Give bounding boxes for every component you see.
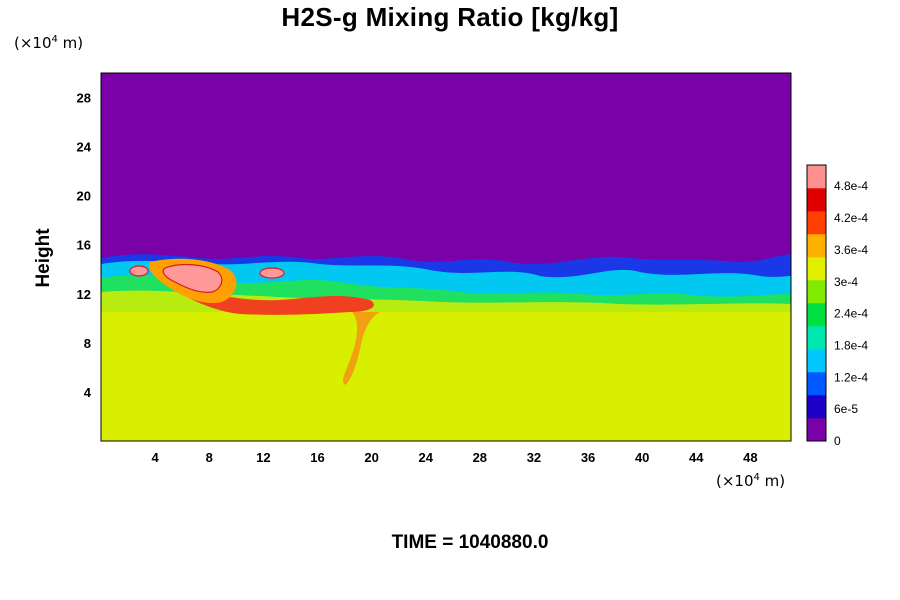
colorbar-label: 0 <box>834 434 841 448</box>
colorbar-frame <box>806 164 827 442</box>
colorbar-block <box>807 326 826 350</box>
colorbar-label: 3.6e-4 <box>834 243 868 257</box>
y-axis-unit: (×104 m) <box>14 34 84 52</box>
y-tick-label: 8 <box>84 336 91 351</box>
pink-blob-left <box>129 265 149 277</box>
x-ticks: 4 8 12 16 20 24 28 32 36 40 44 48 <box>152 450 758 465</box>
colorbar-label: 3e-4 <box>834 275 858 289</box>
colorbar-block <box>807 395 826 419</box>
x-tick-label: 32 <box>527 450 541 465</box>
colorbar-label: 1.2e-4 <box>834 370 868 384</box>
colorbar-labels: 0 6e-5 1.2e-4 1.8e-4 2.4e-4 3e-4 3.6e-4 4.2e-4 4… <box>834 179 868 448</box>
colorbar-label: 4.2e-4 <box>834 211 868 225</box>
red-plume <box>175 282 374 315</box>
x-tick-label: 24 <box>418 450 433 465</box>
y-tick-label: 24 <box>77 140 92 155</box>
vertical-plume <box>343 312 380 385</box>
y-tick-label: 20 <box>77 189 91 204</box>
pink-blob-right <box>259 267 285 279</box>
x-axis-unit: (×104 m) <box>716 472 786 490</box>
x-tick-label: 28 <box>473 450 487 465</box>
colorbar-block <box>807 188 826 212</box>
colorbar-block <box>807 234 826 258</box>
mixing-band <box>101 254 791 385</box>
lower-layer <box>101 300 791 441</box>
colorbar-block <box>807 257 826 281</box>
pink-peak <box>162 263 223 293</box>
colorbar-block <box>807 165 826 189</box>
colorbar-label: 2.4e-4 <box>834 307 868 321</box>
chart-title: H2S-g Mixing Ratio [kg/kg] <box>281 2 619 32</box>
x-tick-label: 8 <box>206 450 213 465</box>
x-tick-label: 20 <box>364 450 378 465</box>
colorbar-blocks <box>807 165 826 442</box>
colorbar: 0 6e-5 1.2e-4 1.8e-4 2.4e-4 3e-4 3.6e-4 4.2e-4 4… <box>806 164 868 448</box>
plot-frame <box>100 72 792 442</box>
colorbar-block <box>807 418 826 442</box>
colorbar-block <box>807 303 826 327</box>
x-tick-label: 4 <box>152 450 160 465</box>
x-tick-label: 48 <box>743 450 757 465</box>
colorbar-block <box>807 372 826 396</box>
y-tick-label: 28 <box>77 91 91 106</box>
colorbar-block <box>807 280 826 304</box>
colorbar-label: 4.8e-4 <box>834 179 868 193</box>
x-tick-label: 16 <box>310 450 324 465</box>
y-tick-label: 16 <box>77 238 91 253</box>
x-tick-label: 44 <box>689 450 704 465</box>
time-label: TIME = 1040880.0 <box>391 532 549 553</box>
x-tick-label: 12 <box>256 450 270 465</box>
colorbar-label: 1.8e-4 <box>834 338 868 352</box>
y-tick-label: 12 <box>77 287 91 302</box>
y-ticks: 4 8 12 16 20 24 28 <box>77 91 92 400</box>
colorbar-block <box>807 211 826 235</box>
y-tick-label: 4 <box>84 385 92 400</box>
colorbar-label: 6e-5 <box>834 402 858 416</box>
x-tick-label: 36 <box>581 450 595 465</box>
x-tick-label: 40 <box>635 450 649 465</box>
colorbar-block <box>807 349 826 373</box>
